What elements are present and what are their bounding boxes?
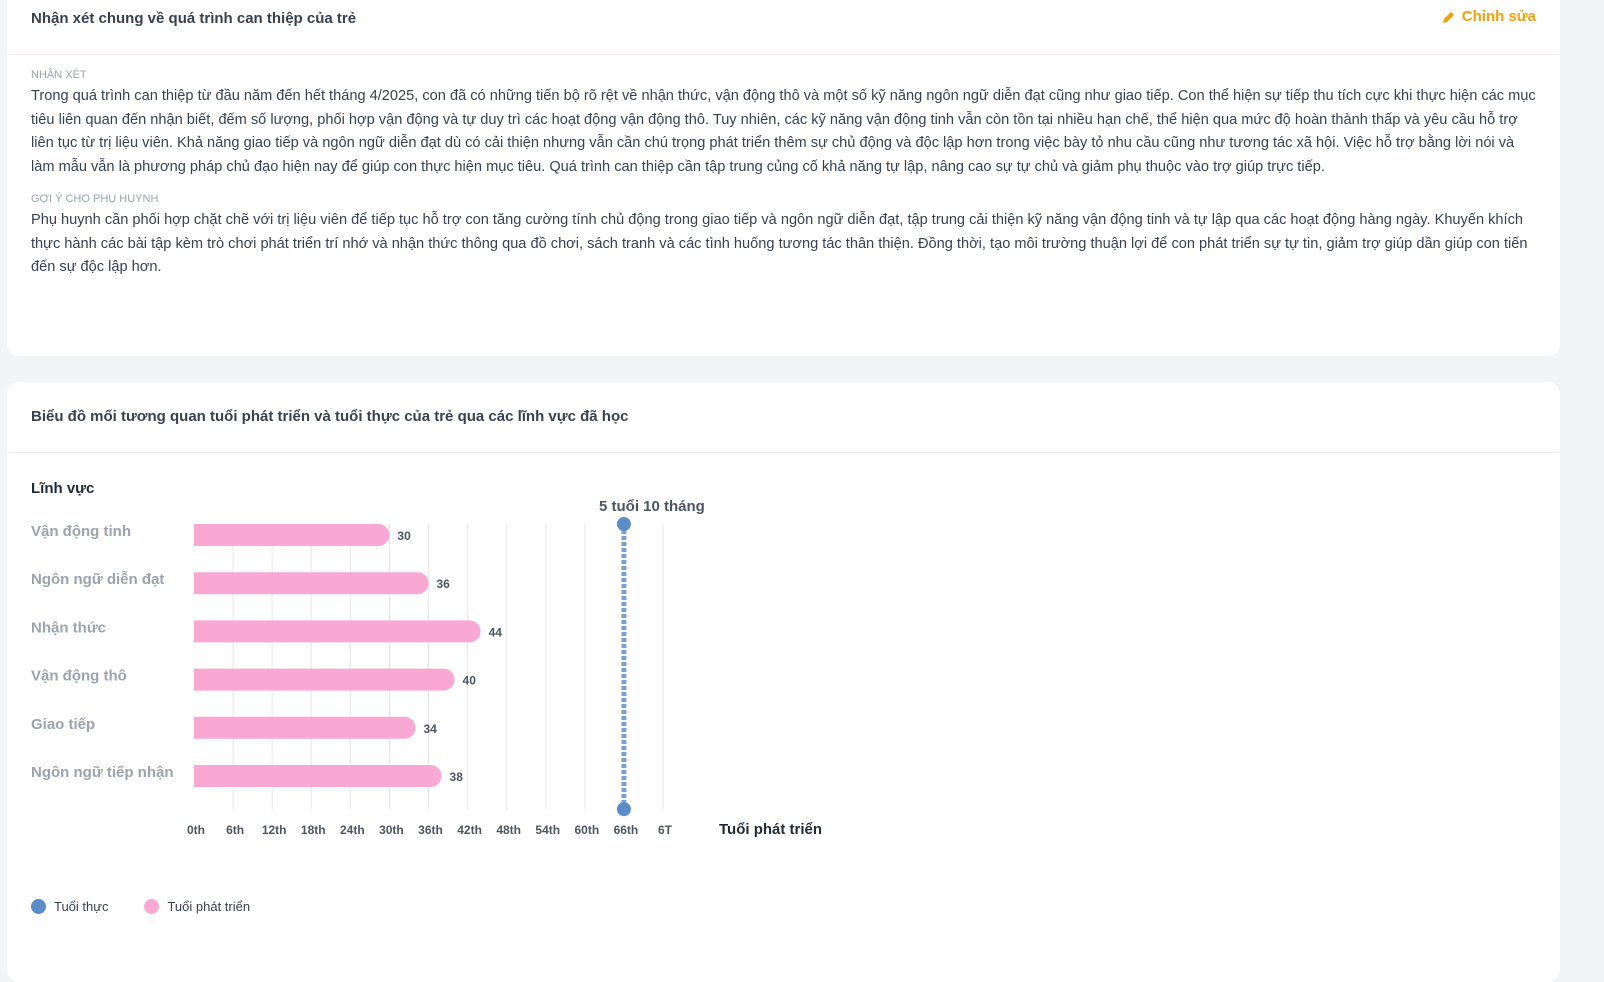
legend-label: Tuổi phát triển — [167, 899, 251, 914]
x-tick-label: 6th — [226, 823, 244, 837]
x-tick-label: 24th — [340, 823, 365, 837]
x-tick-label: 30th — [379, 823, 404, 837]
pencil-icon — [1442, 11, 1454, 23]
x-tick-label: 0th — [187, 823, 205, 837]
category-label: Vận động thô — [31, 668, 127, 685]
bar — [194, 620, 481, 643]
legend-dot — [31, 899, 46, 914]
chart-card-title: Biểu đồ mối tương quan tuổi phát triển v… — [31, 408, 629, 425]
actual-age-dot-top — [616, 517, 631, 531]
category-label: Giao tiếp — [31, 716, 95, 733]
bar-value-label: 40 — [463, 674, 477, 688]
legend-item-actual[interactable]: Tuổi thực — [31, 899, 108, 914]
chart: 0th 6th 12th 18th 24th 30th 36th 42th 48th 54th 60… — [31, 498, 822, 838]
chart-card-header: Biểu đồ mối tương quan tuổi phát triển v… — [7, 382, 1560, 453]
section-label: Nhận xét — [31, 69, 87, 81]
x-tick-label: 12th — [262, 823, 287, 837]
comment-card-header: Nhận xét chung về quá trình can thiệp củ… — [7, 0, 1560, 55]
bar — [194, 765, 442, 787]
comment-card: Nhận xét chung về quá trình can thiệp củ… — [7, 0, 1560, 356]
category-label: Ngôn ngữ diễn đạt — [31, 571, 164, 588]
chart-card: Biểu đồ mối tương quan tuổi phát triển v… — [7, 382, 1560, 982]
bar — [194, 572, 429, 595]
x-tick-label: 42th — [457, 823, 482, 837]
section-text: Trong quá trình can thiệp từ đầu năm đến… — [31, 88, 1536, 175]
bar-value-label: 44 — [489, 625, 503, 639]
bar — [193, 668, 455, 691]
section-label: Gợi ý cho phụ huynh — [31, 193, 159, 205]
edit-button[interactable]: Chỉnh sửa — [1442, 8, 1536, 25]
x-tick-label: 48th — [496, 823, 521, 837]
section-text: Phụ huynh cần phối hợp chặt chẽ với trị … — [31, 212, 1528, 275]
y-axis-title: Lĩnh vực — [31, 480, 95, 497]
bar — [194, 524, 390, 546]
category-label: Ngôn ngữ tiếp nhận — [31, 764, 174, 781]
bar — [194, 716, 416, 739]
comment-card-title: Nhận xét chung về quá trình can thiệp củ… — [31, 10, 357, 27]
bar-value-label: 38 — [450, 770, 464, 784]
x-tick-label: 66th — [614, 823, 639, 837]
x-tick-label: 6T — [658, 823, 673, 837]
bar-value-label: 36 — [437, 577, 451, 591]
actual-age-dot-bottom — [616, 802, 631, 817]
legend-dot — [144, 899, 160, 914]
x-tick-label: 60th — [574, 823, 599, 837]
bar-value-label: 30 — [397, 529, 411, 543]
category-label: Nhận thức — [31, 619, 106, 636]
x-axis-title: Tuổi phát triển — [719, 821, 822, 838]
bar-value-label: 34 — [423, 722, 437, 736]
actual-age-label: 5 tuổi 10 tháng — [599, 498, 705, 515]
legend: Tuổi thực Tuổi phát triển — [31, 899, 250, 914]
edit-label: Chỉnh sửa — [1461, 8, 1536, 25]
legend-item-development[interactable]: Tuổi phát triển — [144, 899, 250, 914]
x-tick-label: 54th — [535, 823, 560, 837]
legend-label: Tuổi thực — [54, 899, 109, 914]
x-tick-label: 36th — [418, 823, 443, 837]
category-label: Vận động tinh — [31, 523, 131, 540]
x-tick-label: 18th — [301, 823, 326, 837]
